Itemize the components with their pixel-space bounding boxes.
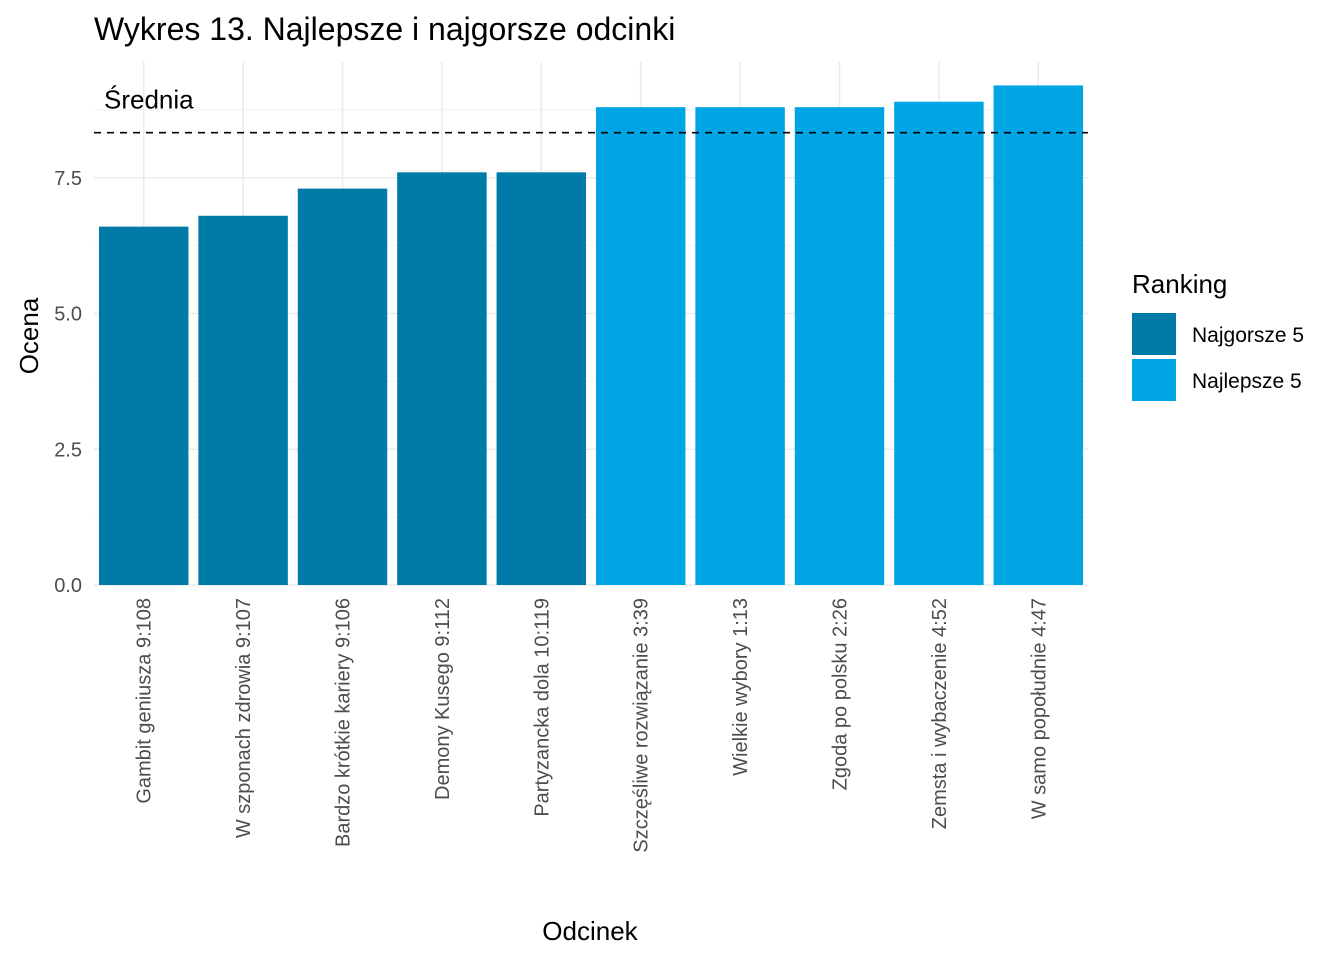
bar xyxy=(794,107,885,585)
chart-title: Wykres 13. Najlepsze i najgorsze odcinki xyxy=(94,11,675,47)
bar xyxy=(595,107,686,585)
x-tick-label: W samo popołudnie 4:47 xyxy=(1028,598,1050,819)
y-tick-label: 0.0 xyxy=(54,575,82,597)
bar xyxy=(993,85,1084,585)
y-tick-label: 2.5 xyxy=(54,439,82,461)
bar xyxy=(894,101,984,585)
x-tick-label: Bardzo krótkie kariery 9:106 xyxy=(333,598,355,847)
y-tick-label: 7.5 xyxy=(54,168,82,190)
legend-label: Najgorsze 5 xyxy=(1192,324,1304,347)
x-tick-label: W szponach zdrowia 9:107 xyxy=(233,598,255,838)
bar xyxy=(297,188,388,586)
x-tick-label: Gambit geniusza 9:108 xyxy=(134,598,156,804)
bar xyxy=(496,172,587,585)
bars xyxy=(98,85,1084,586)
bar xyxy=(98,226,189,585)
bar xyxy=(397,172,487,585)
x-tick-label: Wielkie wybory 1:13 xyxy=(730,598,752,776)
legend: Ranking Najgorsze 5 Najlepsze 5 xyxy=(1132,269,1304,401)
y-axis-ticks: 0.0 2.5 5.0 7.5 xyxy=(54,168,82,597)
y-axis-title: Ocena xyxy=(14,297,44,374)
x-tick-label: Partyzancka dola 10:119 xyxy=(531,598,553,817)
x-tick-label: Zemsta i wybaczenie 4:52 xyxy=(929,598,951,829)
bar xyxy=(198,215,288,585)
x-tick-label: Szczęśliwe rozwiązanie 3:39 xyxy=(631,598,653,853)
mean-reference-label: Średnia xyxy=(104,85,194,115)
x-tick-label: Zgoda po polsku 2:26 xyxy=(830,598,852,790)
legend-label: Najlepsze 5 xyxy=(1192,370,1302,393)
bar xyxy=(695,107,785,585)
y-tick-label: 5.0 xyxy=(54,304,82,326)
legend-swatch xyxy=(1132,359,1176,401)
x-axis-title: Odcinek xyxy=(542,916,638,946)
x-axis-ticks: Gambit geniusza 9:108 W szponach zdrowia … xyxy=(134,598,1051,853)
x-tick-label: Demony Kusego 9:112 xyxy=(432,598,454,800)
legend-items: Najgorsze 5 Najlepsze 5 xyxy=(1132,313,1304,401)
legend-swatch xyxy=(1132,313,1176,355)
legend-title: Ranking xyxy=(1132,269,1227,299)
